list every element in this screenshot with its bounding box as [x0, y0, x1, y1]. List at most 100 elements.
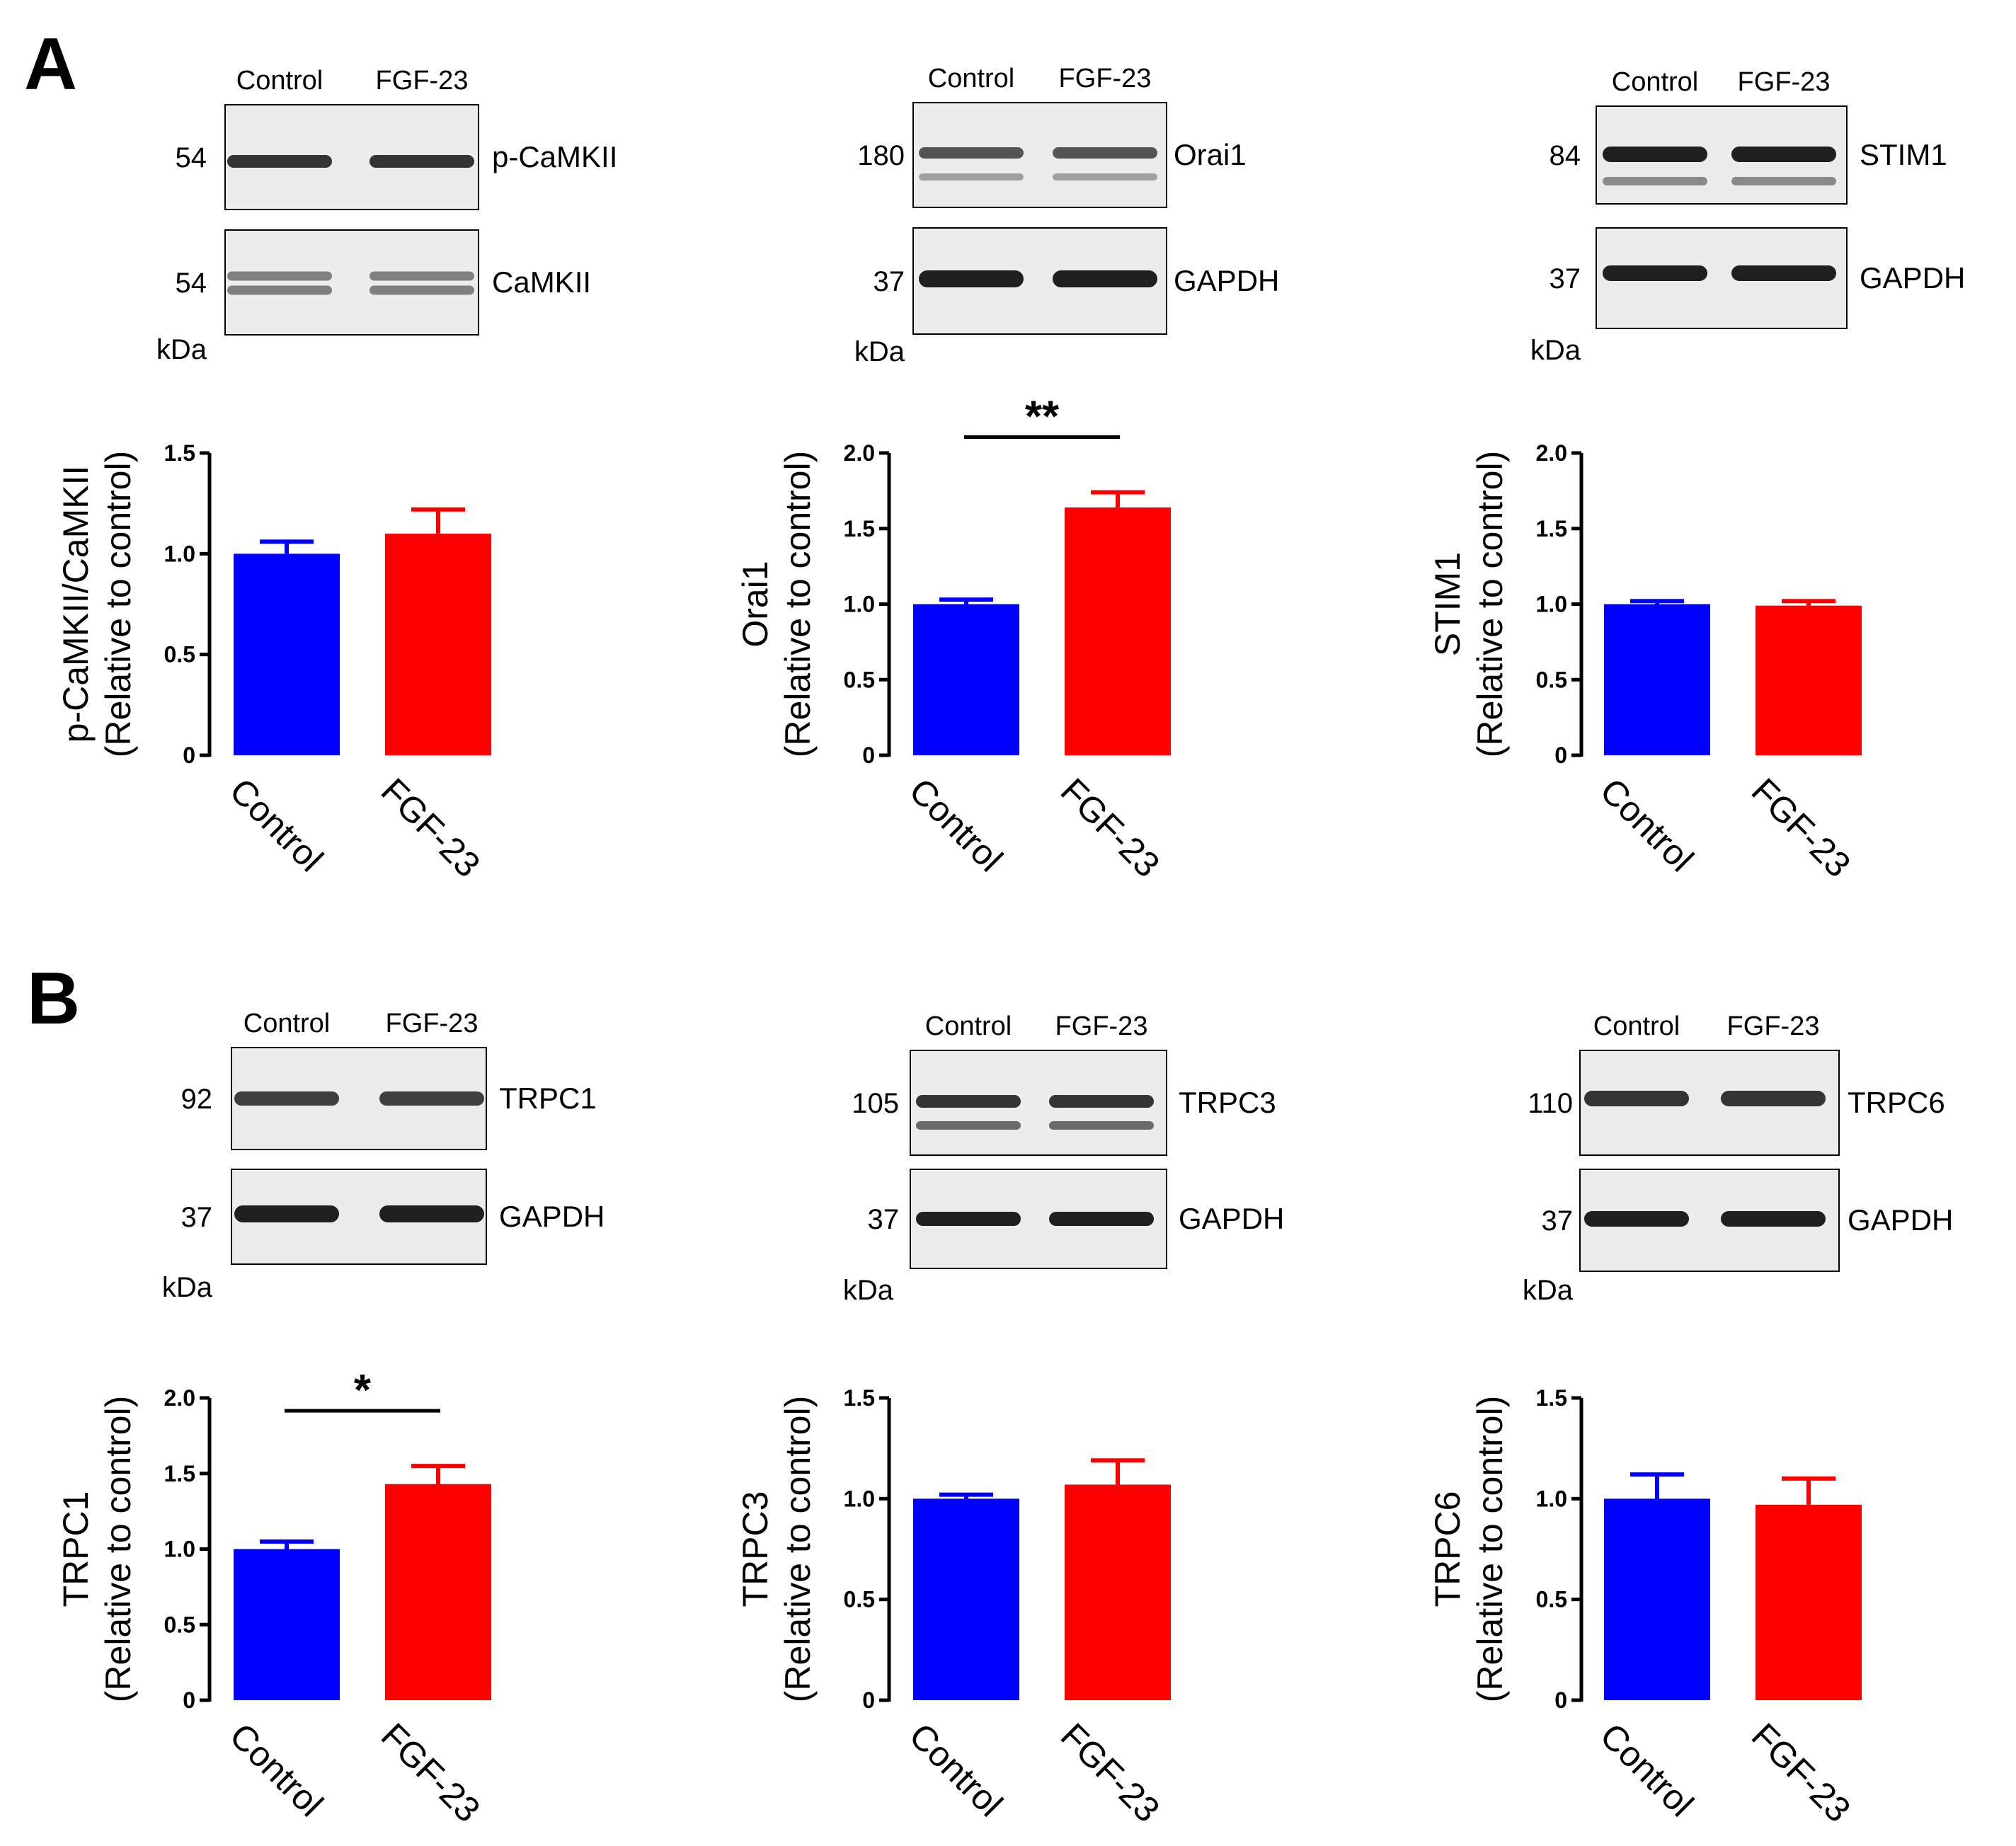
chart-1-category-label-0: Control: [902, 771, 1011, 880]
blot-3-mw-label: 37: [181, 1202, 213, 1233]
chart-3-y-tick-label: 1.0: [164, 1537, 195, 1562]
chart-2-y-tick-label: 0: [1554, 743, 1567, 768]
panel-letter-a: A: [24, 23, 77, 105]
blot-3-lane-label: Control: [244, 1009, 331, 1038]
chart-3: 0 0.5 1.0 1.5 2.0 TRPC1 (Relative to control) C…: [56, 1366, 491, 1830]
chart-5-bar-1: [1756, 1504, 1862, 1700]
blot-1-protein-label: Orai1: [1174, 138, 1247, 171]
blot-2-band: [1603, 265, 1707, 281]
chart-0-bar-0: [234, 554, 340, 755]
chart-4-bar-1: [1065, 1484, 1171, 1700]
chart-4-category-label-0: Control: [902, 1716, 1011, 1825]
chart-5-y-tick-label: 0.5: [1536, 1587, 1567, 1612]
chart-1-y-tick-label: 1.5: [844, 516, 875, 541]
blot-4-lane-label: Control: [925, 1011, 1012, 1041]
blot-0-kda-label: kDa: [156, 334, 207, 365]
blot-4-mw-label: 105: [852, 1088, 899, 1119]
blot-5-mw-label: 110: [1528, 1088, 1573, 1119]
chart-1-y-tick-label: 0: [862, 743, 875, 768]
blot-4-band: [916, 1212, 1021, 1226]
blot-0-protein-label: p-CaMKII: [492, 140, 617, 173]
blot-4-protein-label: GAPDH: [1179, 1202, 1284, 1235]
chart-2-y-tick-label: 1.5: [1536, 516, 1567, 541]
chart-3-y-label-line2: (Relative to control): [98, 1396, 138, 1703]
blot-1-lane-label: Control: [928, 64, 1015, 93]
blot-1-band: [919, 173, 1024, 180]
blot-2-lane-label: FGF-23: [1738, 67, 1831, 97]
chart-2-bar-1: [1756, 605, 1862, 755]
chart-4-y-tick-label: 1.0: [844, 1486, 875, 1511]
blot-5: Control FGF-23 110 TRPC6 37 GAPDH kDa: [1523, 1011, 1954, 1306]
blot-1-kda-label: kDa: [854, 336, 905, 367]
blot-0-protein-label: CaMKII: [492, 265, 591, 299]
chart-0-y-tick-label: 1.0: [164, 541, 195, 566]
blot-4-band: [1049, 1121, 1154, 1130]
chart-2-y-tick-label: 0.5: [1536, 667, 1567, 692]
chart-4-y-tick-label: 0: [862, 1687, 875, 1713]
blot-3-band: [379, 1091, 484, 1106]
chart-3-y-tick-label: 2.0: [164, 1385, 195, 1411]
chart-2-category-label-0: Control: [1593, 771, 1702, 880]
chart-3-y-label-line1: TRPC1: [56, 1491, 96, 1607]
blot-2-band: [1731, 177, 1836, 185]
chart-5-y-tick-label: 0: [1554, 1687, 1567, 1713]
chart-5-bar-0: [1604, 1498, 1710, 1700]
chart-4-y-label-line2: (Relative to control): [778, 1396, 818, 1703]
blot-0-band: [370, 271, 474, 281]
chart-4-category-label-1: FGF-23: [1053, 1716, 1167, 1830]
blot-4-lane-label: FGF-23: [1055, 1011, 1148, 1041]
chart-0-y-tick-label: 1.5: [164, 440, 195, 466]
blot-4-band: [916, 1121, 1021, 1130]
blot-0: Control FGF-23 54 p-CaMKII 54 CaMKII kDa: [156, 66, 618, 365]
blot-3-band: [379, 1205, 484, 1222]
blot-3-protein-label: TRPC1: [499, 1082, 597, 1115]
blot-2: Control FGF-23 84 STIM1 37 GAPDH kDa: [1530, 67, 1966, 366]
chart-4-y-label-line1: TRPC3: [735, 1491, 775, 1607]
blot-1-band: [1053, 173, 1157, 180]
blot-1-lane-label: FGF-23: [1059, 64, 1152, 93]
chart-0-category-label-1: FGF-23: [374, 771, 488, 885]
blot-5-lane-label: Control: [1593, 1011, 1680, 1041]
chart-3-significance-label: *: [354, 1366, 372, 1415]
chart-2-y-label-line1: STIM1: [1428, 552, 1467, 656]
chart-1-bar-0: [913, 604, 1019, 755]
blot-4-band: [916, 1095, 1021, 1108]
chart-1-significance-label: **: [1025, 393, 1060, 442]
chart-2: 0 0.5 1.0 1.5 2.0 STIM1 (Relative to control) C…: [1428, 440, 1862, 885]
blot-1: Control FGF-23 180 Orai1 37 GAPDH kDa: [854, 64, 1280, 367]
blot-1-mw-label: 180: [857, 140, 905, 171]
blot-0-band: [227, 285, 332, 295]
blot-5-band: [1584, 1091, 1689, 1106]
blot-3-mw-label: 92: [181, 1084, 213, 1115]
chart-1-y-tick-label: 2.0: [844, 440, 875, 466]
chart-5-y-label-line2: (Relative to control): [1470, 1396, 1510, 1703]
blot-1-band: [1053, 147, 1157, 159]
blot-3-lane-label: FGF-23: [386, 1009, 479, 1038]
blot-4-mw-label: 37: [868, 1204, 900, 1235]
blot-1-protein-label: GAPDH: [1174, 264, 1279, 297]
blot-3-band: [234, 1091, 339, 1106]
blot-5-mw-label: 37: [1542, 1205, 1574, 1237]
blot-0-band: [370, 155, 474, 168]
blot-2-band: [1731, 147, 1836, 162]
chart-0-bar-1: [385, 533, 491, 755]
blot-5-band: [1721, 1091, 1826, 1106]
chart-5-y-tick-label: 1.5: [1536, 1385, 1567, 1411]
chart-3-y-tick-label: 0: [183, 1687, 195, 1713]
chart-3-category-label-1: FGF-23: [374, 1716, 488, 1830]
blot-4-kda-label: kDa: [843, 1275, 894, 1306]
blot-3: Control FGF-23 92 TRPC1 37 GAPDH kDa: [162, 1009, 605, 1303]
chart-0-y-label-line1: p-CaMKII/CaMKII: [56, 466, 96, 743]
chart-2-y-tick-label: 1.0: [1536, 592, 1567, 617]
chart-2-category-label-1: FGF-23: [1744, 771, 1858, 885]
chart-0-y-label-line2: (Relative to control): [98, 451, 138, 758]
blot-0-band: [227, 271, 332, 281]
chart-4-y-tick-label: 1.5: [844, 1385, 875, 1411]
chart-4-bar-0: [913, 1498, 1019, 1700]
blot-3-protein-label: GAPDH: [499, 1200, 605, 1233]
blot-4-band: [1049, 1212, 1154, 1226]
blot-2-band: [1731, 265, 1836, 281]
blot-0-mw-label: 54: [176, 142, 207, 173]
blot-1-band: [919, 147, 1024, 159]
